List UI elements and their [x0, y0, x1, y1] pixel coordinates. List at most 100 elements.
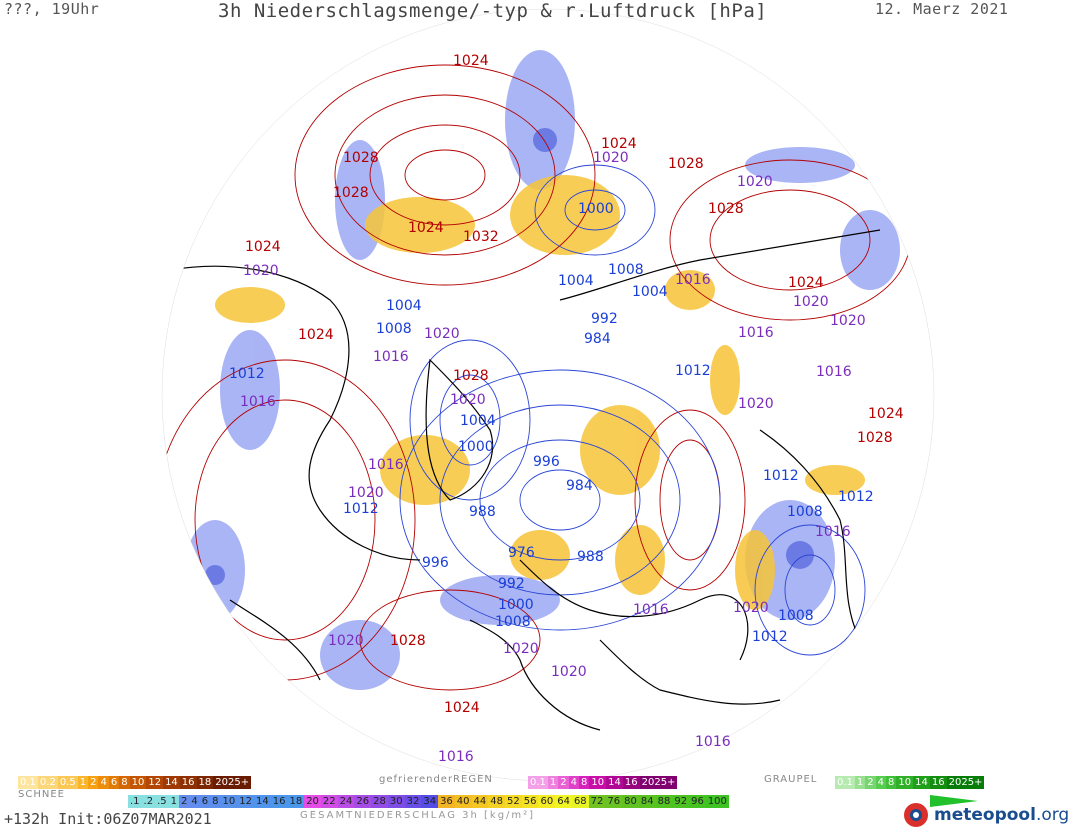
isobar-label: 1000 [498, 597, 534, 613]
isobar-label: 1004 [558, 273, 594, 289]
legend-swatch: 80 [622, 795, 639, 808]
isobar-label: 984 [566, 478, 593, 494]
isobar-label: 1028 [857, 430, 893, 446]
isobar-label: 1024 [444, 700, 480, 716]
legend-swatch: 24 [337, 795, 355, 808]
legend-swatch: 0.1 [528, 776, 548, 789]
isobar-label: 1024 [868, 406, 904, 422]
isobar-label: 1004 [386, 298, 422, 314]
legend-swatch: 14 [606, 776, 623, 789]
isobar-label: 1020 [503, 641, 539, 657]
isobar-label: 1008 [376, 321, 412, 337]
isobar-label: 1028 [668, 156, 704, 172]
isobar-label: 1016 [738, 325, 774, 341]
isobar-label: 1004 [632, 284, 668, 300]
legend-swatch: 16 [270, 795, 288, 808]
legend-swatch: 52 [505, 795, 522, 808]
isobar-label: 1004 [460, 413, 496, 429]
legend-swatch: 14 [913, 776, 930, 789]
legend-swatch: 60 [538, 795, 556, 808]
legend-swatch: 0.2 [37, 776, 58, 789]
legend-swatch: 4 [189, 795, 200, 808]
total-precip-legend: .1.2.5 1 2 4 6 8 10 12 14 16 18 20 22 24 26 28 30 32 34 36 4… [128, 795, 729, 808]
legend-swatch: 2025+ [213, 776, 252, 789]
legend-swatch: 18 [196, 776, 214, 789]
map-date: 12. Maerz 2021 [875, 0, 1009, 18]
legend-swatch: 72 [588, 795, 606, 808]
legend-swatch: 16 [179, 776, 197, 789]
isobar-label: 1012 [675, 363, 711, 379]
legend-swatch: 40 [454, 795, 472, 808]
legend-swatch: 4 [98, 776, 109, 789]
isobar-label: 1012 [838, 489, 874, 505]
isobar-label: 1016 [695, 734, 731, 750]
isobar-label: 1028 [333, 185, 369, 201]
isobar-label: 988 [469, 504, 496, 520]
isobar-label: 1024 [788, 275, 824, 291]
snow-title: SCHNEE [18, 789, 65, 800]
coastlines [169, 229, 881, 731]
isobar-label: 1008 [495, 614, 531, 630]
legend-swatch: 0.5 [57, 776, 78, 789]
isobar-label: 1028 [453, 368, 489, 384]
isobar-label: 1024 [453, 53, 489, 69]
isobar-label: 1028 [343, 150, 379, 166]
legend-swatch: 18 [287, 795, 305, 808]
legend-swatch: 1 [168, 795, 180, 808]
legend-swatch: 28 [371, 795, 388, 808]
isobar-label: 1016 [675, 272, 711, 288]
legend-swatch: 30 [387, 795, 405, 808]
isobar-label: 1020 [243, 263, 279, 279]
isobar-label: 1024 [601, 136, 637, 152]
legend-swatch: 0.1 [18, 776, 38, 789]
legend-swatch: 2 [179, 795, 190, 808]
logo-tld: .org [1035, 805, 1070, 825]
isobar-label: 1008 [778, 608, 814, 624]
legend-swatch: .2 [141, 795, 156, 808]
legend-swatch: 8 [579, 776, 590, 789]
legend-swatch: 88 [655, 795, 673, 808]
legend-swatch: 44 [471, 795, 489, 808]
isobar-label: 996 [422, 555, 449, 571]
isobar-label: 1000 [458, 439, 494, 455]
legend-swatch: 1 [77, 776, 89, 789]
legend-swatch: 10 [896, 776, 914, 789]
legend-swatch: 36 [438, 795, 455, 808]
isobar-label: 1016 [815, 524, 851, 540]
isobar-label: 1020 [450, 392, 486, 408]
meteopool-logo[interactable]: meteopool.org [902, 801, 1069, 829]
legend-swatch: 8 [210, 795, 221, 808]
legend-swatch: 2 [88, 776, 99, 789]
legend-swatch: 8 [119, 776, 130, 789]
legend-swatch: 2025+ [946, 776, 985, 789]
isobar-label: 1020 [328, 633, 364, 649]
legend-swatch: 76 [605, 795, 623, 808]
isobar-label: 1016 [633, 602, 669, 618]
isobar-label: 1012 [763, 468, 799, 484]
isobar-label: 1024 [408, 220, 444, 236]
graupel-title: GRAUPEL [764, 774, 818, 785]
isobar-label: 1020 [738, 396, 774, 412]
legend-swatch: 6 [108, 776, 120, 789]
isobar-label: 1032 [463, 229, 499, 245]
legend-swatch: 1 [547, 776, 559, 789]
isobar-label: 1012 [752, 629, 788, 645]
isobar-label: 1012 [229, 366, 265, 382]
legend-swatch: 12 [146, 776, 164, 789]
logo-name: meteopool [934, 805, 1036, 825]
isobar-label: 1020 [733, 600, 769, 616]
legend-swatch: 12 [237, 795, 254, 808]
rain-precip-areas [215, 175, 865, 610]
legend-swatch: 64 [555, 795, 572, 808]
freezing-rain-title: gefrierenderREGEN [379, 774, 493, 785]
legend-swatch: 84 [638, 795, 656, 808]
isobar-label: 1008 [608, 262, 644, 278]
isobar-label: 1020 [830, 313, 866, 329]
total-precip-title: GESAMTNIEDERSCHLAG 3h [kg/m²] [300, 810, 536, 821]
header-time: ???, 19Uhr [4, 0, 100, 18]
legend-swatch: 20 [304, 795, 321, 808]
isobar-label: 1020 [424, 326, 460, 342]
graupel-legend: 0.1 1 2 4 8 10 14 16 2025+ [835, 776, 985, 789]
legend-swatch: 14 [163, 776, 180, 789]
